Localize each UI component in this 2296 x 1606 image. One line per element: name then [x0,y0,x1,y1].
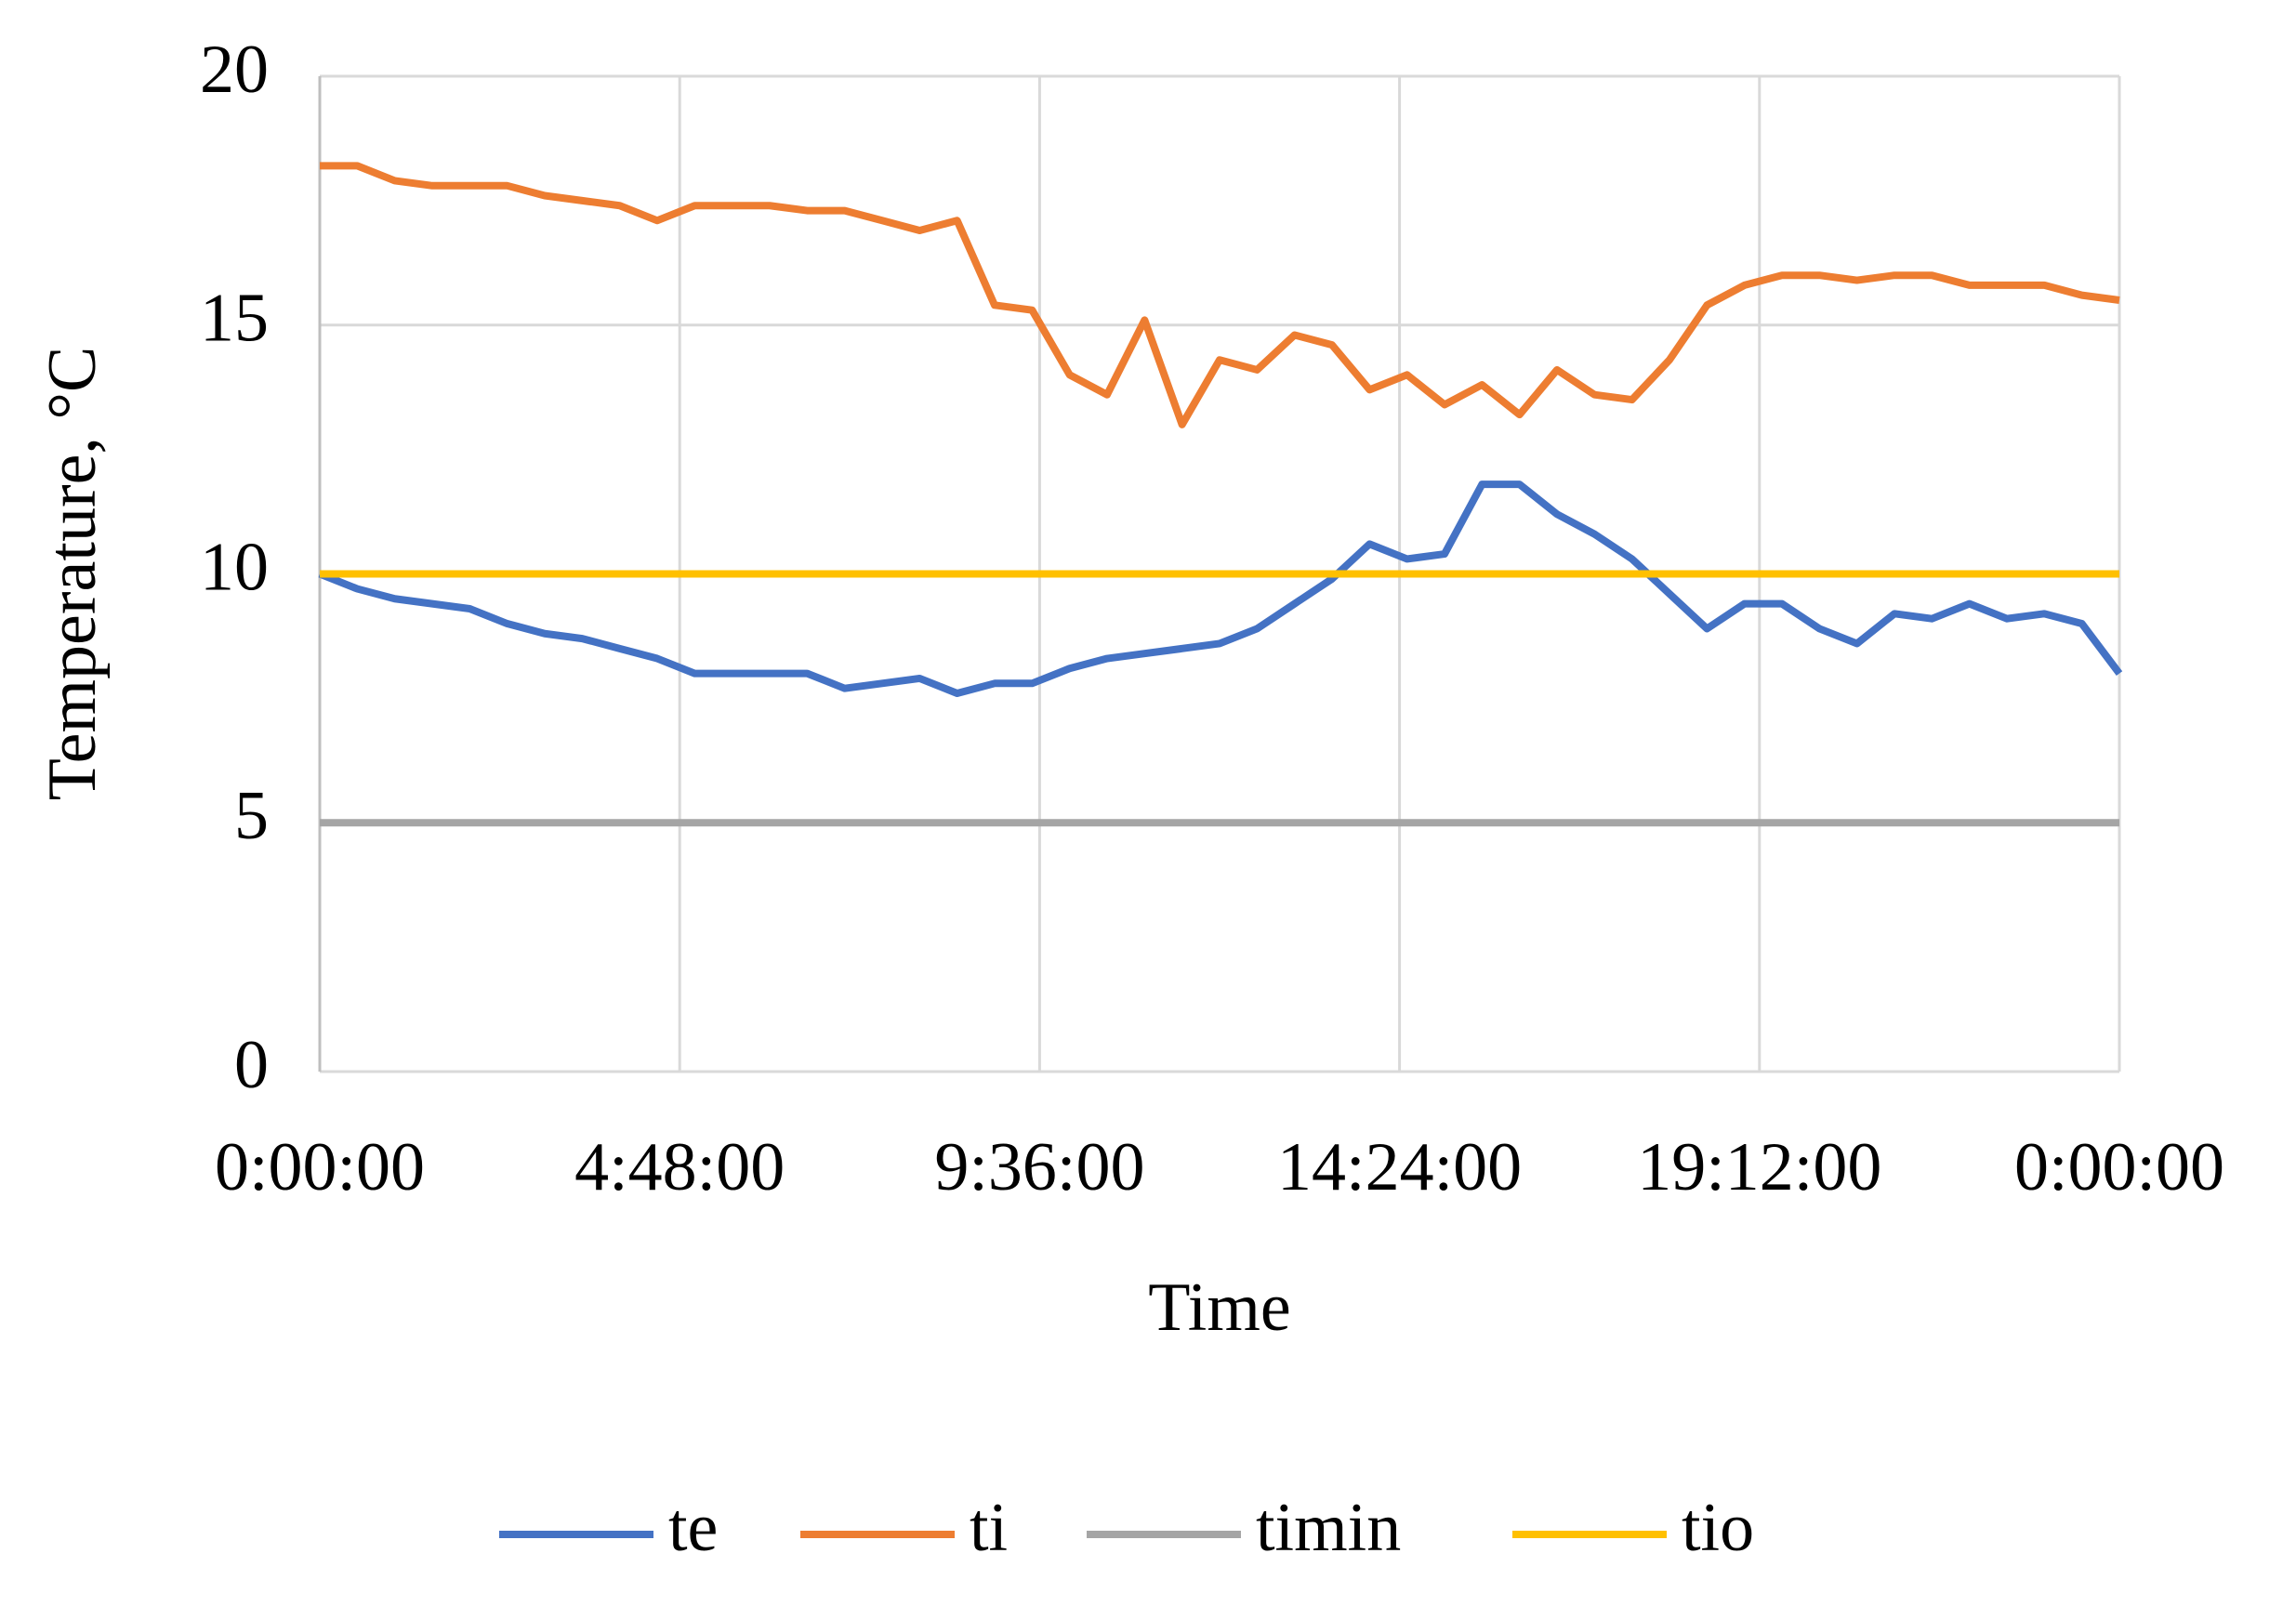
legend-label: tio [1682,1490,1754,1566]
y-tick-label: 10 [200,529,269,605]
series-line [318,480,2123,698]
y-axis-label: Temperature, °C [34,347,111,801]
y-tick-label: 20 [200,32,269,108]
y-tick-label: 5 [234,778,269,854]
legend-label: te [668,1490,718,1566]
y-tick-label: 15 [200,281,269,357]
x-tick-label: 0:00:00 [2014,1129,2224,1205]
x-tick-label: 9:36:00 [934,1129,1144,1205]
x-tick-label: 14:24:00 [1277,1129,1522,1205]
x-axis-label: Time [1148,1270,1291,1346]
legend-label: timin [1256,1490,1401,1566]
legend-label: ti [970,1490,1008,1566]
y-tick-label: 0 [234,1027,269,1103]
x-tick-label: 4:48:00 [574,1129,785,1205]
x-tick-label: 0:00:00 [215,1129,425,1205]
series-line [320,162,2120,428]
x-tick-label: 19:12:00 [1637,1129,1881,1205]
